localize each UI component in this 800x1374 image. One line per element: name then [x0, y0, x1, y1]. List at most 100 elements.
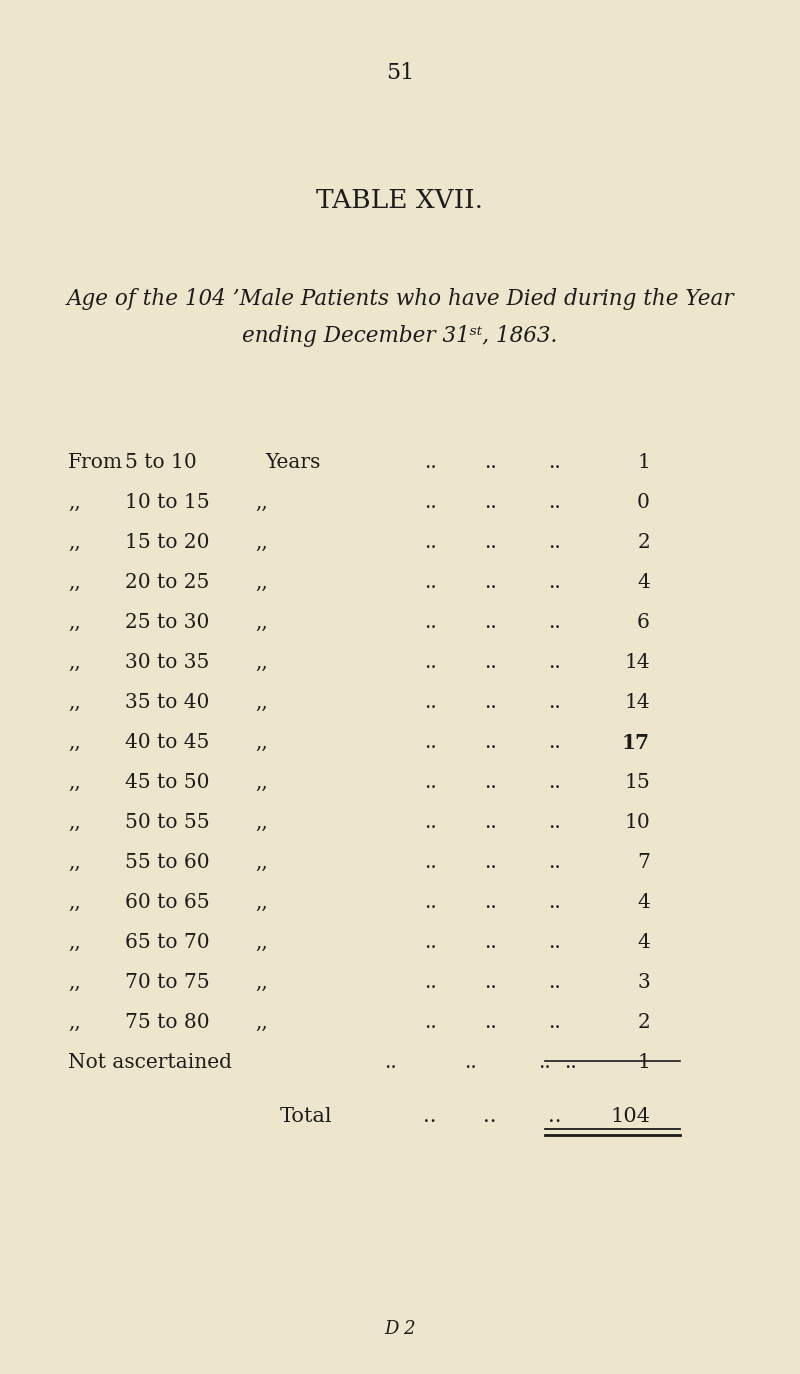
Text: ..: .. — [483, 1107, 497, 1127]
Text: ending December 31ˢᵗ, 1863.: ending December 31ˢᵗ, 1863. — [242, 326, 558, 348]
Text: ,,: ,, — [255, 692, 268, 712]
Text: ..: .. — [549, 573, 562, 592]
Text: ..: .. — [538, 1052, 551, 1072]
Text: ,,: ,, — [68, 613, 81, 632]
Text: ,,: ,, — [255, 653, 268, 672]
Text: ..: .. — [549, 893, 562, 912]
Text: ..: .. — [484, 692, 496, 712]
Text: ,,: ,, — [255, 893, 268, 912]
Text: ,,: ,, — [68, 813, 81, 833]
Text: ..: .. — [484, 973, 496, 992]
Text: ..: .. — [424, 774, 436, 791]
Text: 2: 2 — [638, 1013, 650, 1032]
Text: ,,: ,, — [68, 973, 81, 992]
Text: ,,: ,, — [68, 1013, 81, 1032]
Text: ,,: ,, — [255, 1013, 268, 1032]
Text: ,,: ,, — [68, 573, 81, 592]
Text: ..: .. — [423, 1107, 437, 1127]
Text: ..: .. — [549, 774, 562, 791]
Text: 6: 6 — [637, 613, 650, 632]
Text: 14: 14 — [624, 692, 650, 712]
Text: ,,: ,, — [255, 973, 268, 992]
Text: 55 to 60: 55 to 60 — [125, 853, 210, 872]
Text: ..: .. — [549, 493, 562, 513]
Text: 51: 51 — [386, 62, 414, 84]
Text: ,,: ,, — [255, 813, 268, 833]
Text: ,,: ,, — [68, 533, 81, 552]
Text: 75 to 80: 75 to 80 — [125, 1013, 210, 1032]
Text: From: From — [68, 453, 123, 473]
Text: D 2: D 2 — [384, 1320, 416, 1338]
Text: 5 to 10: 5 to 10 — [125, 453, 197, 473]
Text: ..: .. — [424, 933, 436, 952]
Text: ,,: ,, — [255, 933, 268, 952]
Text: 10: 10 — [624, 813, 650, 833]
Text: ..: .. — [424, 453, 436, 473]
Text: ..: .. — [484, 573, 496, 592]
Text: 15: 15 — [624, 774, 650, 791]
Text: 60 to 65: 60 to 65 — [125, 893, 210, 912]
Text: ..: .. — [484, 453, 496, 473]
Text: 70 to 75: 70 to 75 — [125, 973, 210, 992]
Text: ,,: ,, — [255, 533, 268, 552]
Text: ,,: ,, — [68, 774, 81, 791]
Text: ,,: ,, — [68, 933, 81, 952]
Text: ..: .. — [484, 853, 496, 872]
Text: ,,: ,, — [68, 893, 81, 912]
Text: ..: .. — [549, 933, 562, 952]
Text: ,,: ,, — [255, 573, 268, 592]
Text: ..: .. — [424, 813, 436, 833]
Text: 65 to 70: 65 to 70 — [125, 933, 210, 952]
Text: ..: .. — [549, 533, 562, 552]
Text: ..: .. — [424, 1013, 436, 1032]
Text: 30 to 35: 30 to 35 — [125, 653, 210, 672]
Text: ,,: ,, — [68, 493, 81, 513]
Text: 15 to 20: 15 to 20 — [125, 533, 210, 552]
Text: ..: .. — [384, 1052, 396, 1072]
Text: 4: 4 — [638, 893, 650, 912]
Text: ,,: ,, — [255, 613, 268, 632]
Text: ..: .. — [424, 613, 436, 632]
Text: Age of the 104 ’Male Patients who have Died during the Year: Age of the 104 ’Male Patients who have D… — [66, 289, 734, 311]
Text: ..: .. — [424, 973, 436, 992]
Text: 4: 4 — [638, 933, 650, 952]
Text: TABLE XVII.: TABLE XVII. — [317, 188, 483, 213]
Text: ..: .. — [549, 853, 562, 872]
Text: 104: 104 — [610, 1107, 650, 1127]
Text: ..: .. — [484, 613, 496, 632]
Text: 40 to 45: 40 to 45 — [125, 732, 210, 752]
Text: ,,: ,, — [68, 653, 81, 672]
Text: ..: .. — [564, 1052, 576, 1072]
Text: 17: 17 — [622, 732, 650, 753]
Text: 2: 2 — [638, 533, 650, 552]
Text: ..: .. — [549, 813, 562, 833]
Text: 50 to 55: 50 to 55 — [125, 813, 210, 833]
Text: Years: Years — [265, 453, 320, 473]
Text: ..: .. — [549, 1013, 562, 1032]
Text: ..: .. — [484, 933, 496, 952]
Text: ..: .. — [549, 653, 562, 672]
Text: ..: .. — [484, 1013, 496, 1032]
Text: 1: 1 — [637, 453, 650, 473]
Text: 35 to 40: 35 to 40 — [125, 692, 210, 712]
Text: ..: .. — [484, 774, 496, 791]
Text: ,,: ,, — [255, 493, 268, 513]
Text: ..: .. — [424, 493, 436, 513]
Text: 10 to 15: 10 to 15 — [125, 493, 210, 513]
Text: ..: .. — [424, 692, 436, 712]
Text: ,,: ,, — [68, 732, 81, 752]
Text: ..: .. — [484, 813, 496, 833]
Text: 4: 4 — [638, 573, 650, 592]
Text: ..: .. — [464, 1052, 476, 1072]
Text: ,,: ,, — [255, 732, 268, 752]
Text: ,,: ,, — [68, 692, 81, 712]
Text: ..: .. — [424, 573, 436, 592]
Text: ..: .. — [424, 533, 436, 552]
Text: ,,: ,, — [68, 853, 81, 872]
Text: 7: 7 — [637, 853, 650, 872]
Text: Not ascertained: Not ascertained — [68, 1052, 232, 1072]
Text: 3: 3 — [638, 973, 650, 992]
Text: ..: .. — [484, 732, 496, 752]
Text: ..: .. — [424, 893, 436, 912]
Text: ..: .. — [549, 453, 562, 473]
